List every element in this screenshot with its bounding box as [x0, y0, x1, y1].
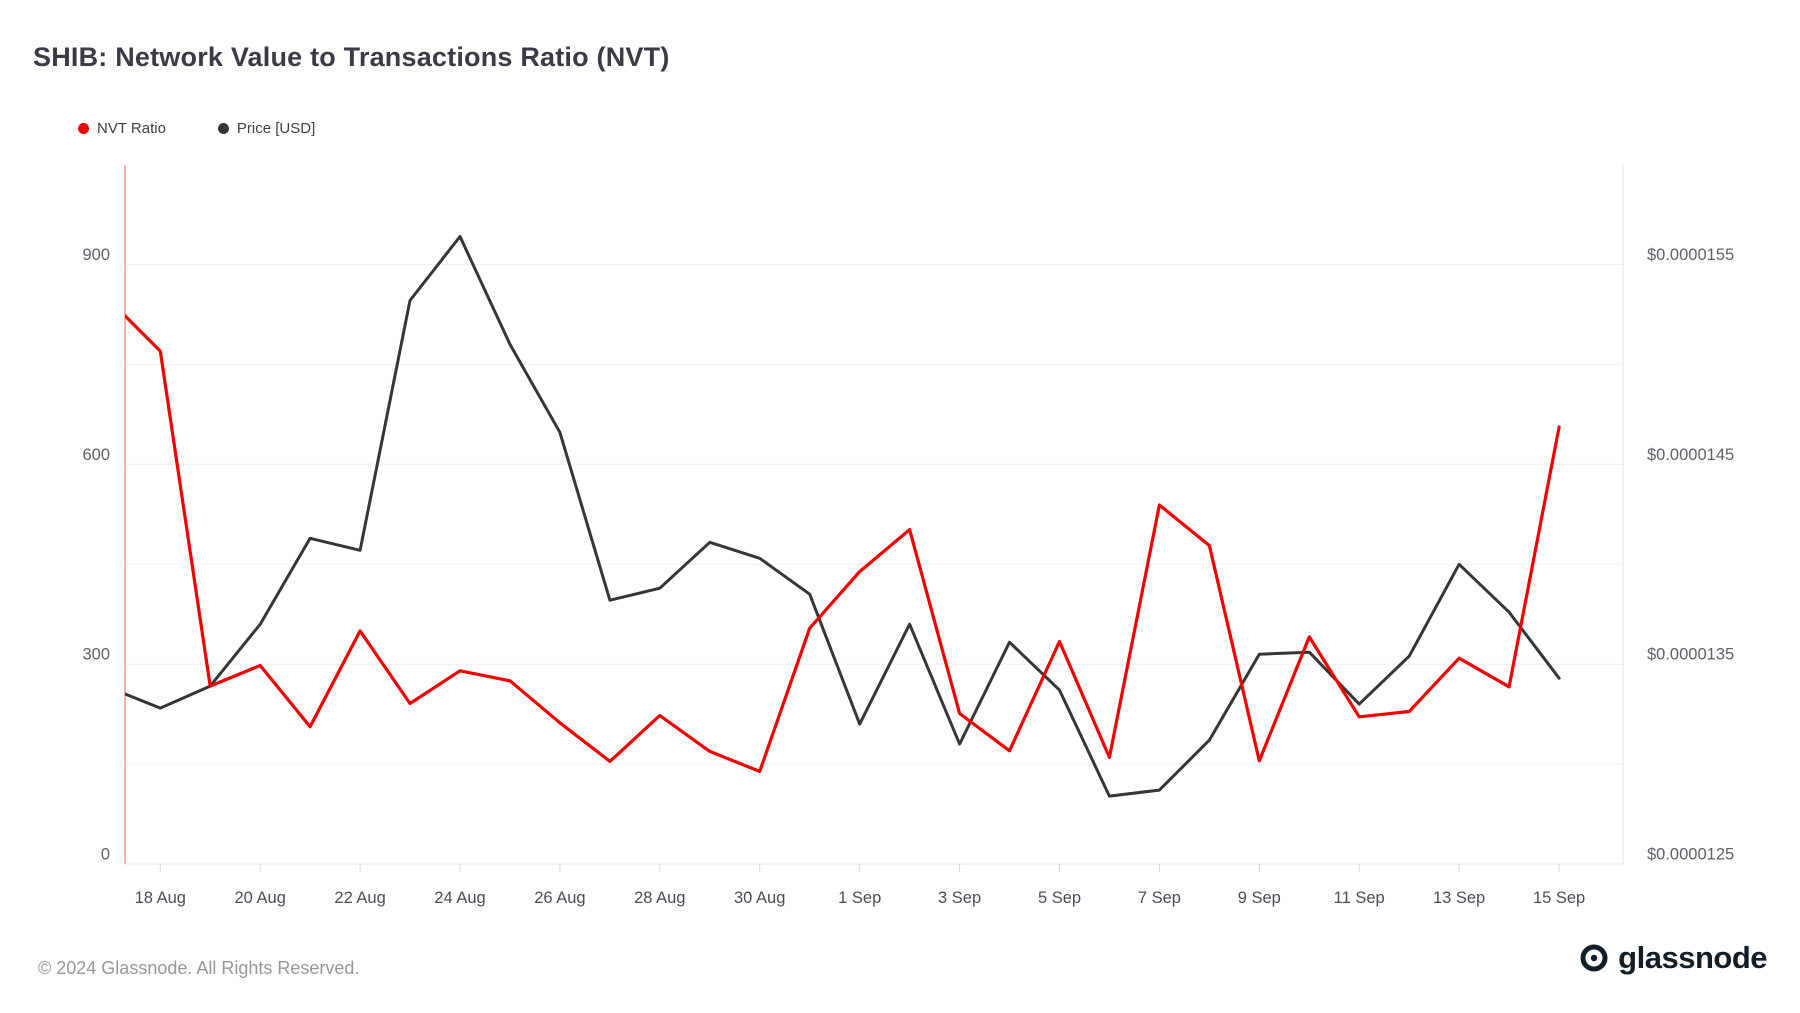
x-axis-label: 3 Sep	[938, 889, 981, 907]
y-axis-left-label: 0	[101, 846, 110, 864]
legend-marker-nvt-icon	[78, 123, 89, 134]
page-title: SHIB: Network Value to Transactions Rati…	[33, 42, 670, 72]
x-axis-label: 11 Sep	[1334, 889, 1385, 907]
x-axis-label: 9 Sep	[1238, 889, 1281, 907]
x-axis-label: 26 Aug	[534, 889, 585, 907]
legend-marker-price-icon	[217, 123, 229, 134]
legend-label-nvt: NVT Ratio	[97, 120, 166, 137]
y-axis-right-label: $0.0000155	[1647, 246, 1734, 264]
glassnode-wordmark: glassnode	[1618, 940, 1767, 975]
price-usd-line[interactable]	[110, 235, 1561, 798]
x-axis-label: 24 Aug	[434, 889, 485, 907]
y-axis-right-label: $0.0000145	[1647, 446, 1734, 464]
glassnode-logo-mark-icon	[1580, 944, 1608, 972]
x-axis-label: 20 Aug	[235, 889, 286, 907]
y-axis-left-label: 300	[82, 646, 110, 664]
nvt-ratio-line[interactable]	[110, 301, 1561, 774]
x-axis-label: 5 Sep	[1038, 889, 1081, 907]
legend-item-nvt-ratio[interactable]: NVT Ratio	[78, 120, 166, 137]
y-axis-left-label: 900	[82, 246, 110, 264]
y-axis-right-label: $0.0000125	[1647, 846, 1734, 864]
y-axis-right-label: $0.0000135	[1647, 646, 1734, 664]
x-axis-label: 28 Aug	[634, 889, 685, 907]
glassnode-logo[interactable]: glassnode	[1579, 940, 1767, 976]
x-axis-label: 7 Sep	[1138, 889, 1181, 907]
x-axis-label: 22 Aug	[334, 889, 385, 907]
legend-item-price-usd[interactable]: Price [USD]	[217, 120, 316, 137]
chart-legend: NVT Ratio Price [USD]	[78, 120, 315, 137]
x-axis-label: 30 Aug	[734, 889, 785, 907]
x-axis-label: 13 Sep	[1433, 889, 1485, 907]
x-axis-label: 1 Sep	[838, 889, 881, 907]
x-axis-label: 15 Sep	[1533, 889, 1585, 907]
y-axis-left-label: 600	[82, 446, 110, 464]
x-axis-label: 18 Aug	[135, 889, 186, 907]
copyright-text: © 2024 Glassnode. All Rights Reserved.	[38, 958, 360, 978]
legend-label-price: Price [USD]	[236, 120, 316, 137]
